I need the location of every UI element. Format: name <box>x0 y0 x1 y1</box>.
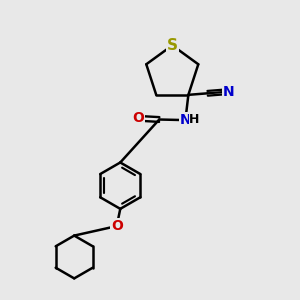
Text: H: H <box>189 113 200 126</box>
Text: O: O <box>133 111 144 125</box>
Text: N: N <box>223 85 234 99</box>
Text: O: O <box>111 219 123 233</box>
Text: S: S <box>167 38 178 53</box>
Text: N: N <box>180 113 191 127</box>
